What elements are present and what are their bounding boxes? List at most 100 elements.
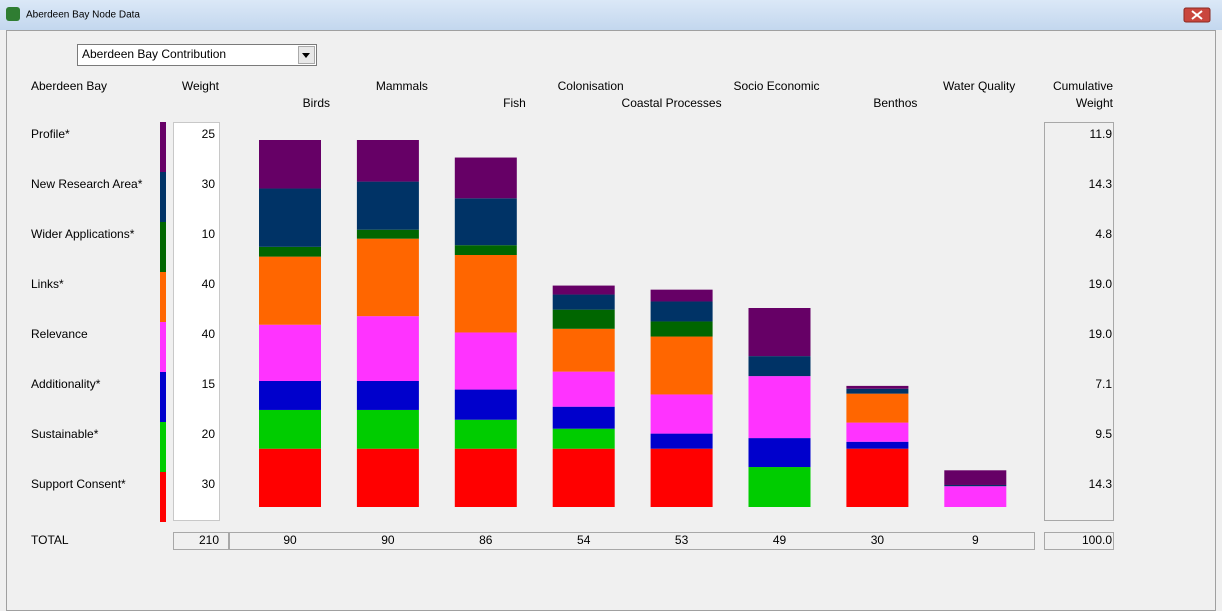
total-label: TOTAL (31, 533, 69, 547)
totals-box (229, 532, 1035, 550)
row-label: Additionality* (31, 377, 101, 391)
bar-segment (650, 448, 713, 507)
bar-segment (259, 246, 321, 257)
dropdown-value: Aberdeen Bay Contribution (82, 47, 226, 61)
bar-segment (846, 385, 909, 389)
cumulative-column (1044, 122, 1114, 521)
bar-segment (356, 238, 419, 317)
close-icon (1191, 10, 1203, 20)
bar-segment (259, 380, 321, 410)
bar-segment (846, 393, 909, 423)
category-label: Socio Economic (733, 79, 819, 93)
bar-segment (259, 256, 321, 325)
row-label: Wider Applications* (31, 227, 135, 241)
bar-segment (944, 484, 1007, 487)
bar-segment (748, 376, 811, 439)
bar-segment (748, 356, 811, 377)
cumulative-header: Cumulative (1053, 79, 1113, 93)
bar-segment (552, 406, 615, 429)
row-color (160, 172, 166, 222)
bar-segment (846, 422, 909, 442)
row-label: Links* (31, 277, 64, 291)
bar-segment (650, 336, 713, 395)
row-cumulative: 19.0 (1089, 277, 1113, 291)
row-cumulative: 14.3 (1089, 177, 1113, 191)
category-label: Benthos (873, 96, 917, 110)
bar-segment (944, 470, 1007, 485)
bar-segment (454, 332, 517, 390)
weight-total-box (173, 532, 229, 550)
bar-segment (552, 294, 615, 310)
category-label: Coastal Processes (622, 96, 722, 110)
row-weight: 10 (202, 227, 216, 241)
row-label: New Research Area* (31, 177, 143, 191)
weight-column (173, 122, 220, 521)
row-label: Support Consent* (31, 477, 126, 491)
bar-segment (454, 389, 517, 420)
bar-segment (454, 254, 517, 333)
row-weight: 25 (202, 127, 216, 141)
bar-segment (650, 394, 713, 434)
bar-segment (356, 316, 419, 381)
category-total: 86 (479, 533, 493, 547)
category-total: 54 (577, 533, 591, 547)
row-weight: 15 (202, 377, 216, 391)
app-icon (6, 7, 20, 21)
row-cumulative: 11.9 (1090, 127, 1113, 141)
bar-segment (748, 438, 811, 468)
cumulative-total-box (1044, 532, 1114, 550)
row-color (160, 422, 166, 472)
bar-segment (259, 188, 321, 247)
bar-segment (356, 181, 419, 230)
bar-segment (356, 140, 419, 182)
row-cumulative: 7.1 (1095, 377, 1112, 391)
category-label: Birds (303, 96, 330, 110)
category-total: 49 (773, 533, 787, 547)
category-label: Fish (503, 96, 526, 110)
bar-segment (552, 328, 615, 372)
category-total: 53 (675, 533, 689, 547)
row-label: Relevance (31, 327, 88, 341)
row-weight: 30 (202, 177, 216, 191)
row-label: Sustainable* (31, 427, 99, 441)
row-label: Profile* (31, 127, 70, 141)
row-weight: 30 (202, 477, 216, 491)
category-total: 30 (871, 533, 885, 547)
bar-segment (259, 448, 321, 507)
dropdown[interactable] (77, 44, 317, 66)
row-color (160, 372, 166, 422)
bar-segment (356, 448, 419, 507)
bar-segment (552, 448, 615, 507)
row-weight: 20 (202, 427, 216, 441)
row-weight: 40 (202, 277, 216, 291)
bar-segment (454, 198, 517, 246)
bar-segment (356, 229, 419, 239)
cumulative-header: Weight (1076, 96, 1114, 110)
bar-segment (944, 486, 1007, 507)
row-color (160, 472, 166, 522)
bar-segment (552, 285, 615, 295)
row-cumulative: 14.3 (1089, 477, 1113, 491)
bar-segment (846, 388, 909, 394)
bar-segment (552, 309, 615, 329)
row-color (160, 222, 166, 272)
category-label: Water Quality (943, 79, 1015, 93)
bar-segment (356, 409, 419, 449)
bar-segment (748, 467, 811, 507)
row-cumulative: 19.0 (1089, 327, 1113, 341)
cumulative-total: 100.0 (1082, 533, 1112, 547)
category-total: 9 (972, 533, 979, 547)
bar-segment (259, 409, 321, 449)
bar-segment (650, 321, 713, 337)
row-color (160, 122, 166, 172)
weight-header: Weight (182, 79, 220, 93)
title-bar (0, 0, 1222, 30)
weight-total: 210 (199, 533, 219, 547)
category-total: 90 (381, 533, 395, 547)
category-total: 90 (283, 533, 297, 547)
bar-segment (259, 324, 321, 381)
bar-segment (846, 441, 909, 449)
window-title: Aberdeen Bay Node Data (26, 10, 140, 21)
bar-segment (650, 289, 713, 302)
